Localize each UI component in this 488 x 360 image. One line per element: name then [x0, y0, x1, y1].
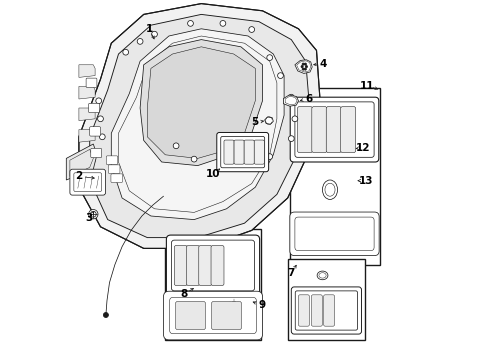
FancyBboxPatch shape	[86, 78, 97, 87]
FancyBboxPatch shape	[311, 107, 326, 153]
Circle shape	[151, 31, 157, 37]
FancyBboxPatch shape	[254, 140, 264, 164]
Text: 1: 1	[145, 24, 152, 34]
FancyBboxPatch shape	[163, 291, 262, 340]
Ellipse shape	[322, 180, 337, 199]
FancyBboxPatch shape	[199, 246, 211, 285]
FancyBboxPatch shape	[108, 165, 120, 174]
FancyBboxPatch shape	[111, 174, 122, 183]
Polygon shape	[79, 86, 95, 99]
Text: 8: 8	[180, 289, 187, 300]
Text: 5: 5	[251, 117, 258, 127]
Bar	[165, 229, 260, 340]
Circle shape	[98, 116, 103, 122]
Text: 2: 2	[75, 171, 82, 181]
Text: 11: 11	[359, 81, 373, 91]
FancyBboxPatch shape	[311, 295, 322, 326]
Text: 4: 4	[319, 59, 326, 69]
FancyBboxPatch shape	[166, 235, 259, 296]
Circle shape	[301, 66, 303, 68]
FancyBboxPatch shape	[88, 103, 99, 113]
FancyBboxPatch shape	[70, 169, 105, 195]
Ellipse shape	[317, 271, 327, 280]
FancyBboxPatch shape	[216, 132, 268, 172]
Circle shape	[173, 143, 179, 149]
Polygon shape	[264, 117, 273, 124]
Polygon shape	[79, 4, 320, 248]
Text: 9: 9	[258, 300, 265, 310]
FancyBboxPatch shape	[244, 140, 254, 164]
Circle shape	[248, 161, 254, 167]
FancyBboxPatch shape	[325, 107, 341, 153]
FancyBboxPatch shape	[106, 156, 118, 165]
FancyBboxPatch shape	[323, 295, 334, 326]
FancyBboxPatch shape	[211, 301, 241, 330]
Polygon shape	[283, 95, 298, 106]
Circle shape	[266, 154, 272, 159]
Text: 10: 10	[206, 168, 221, 179]
Circle shape	[288, 94, 294, 100]
Circle shape	[288, 136, 294, 141]
Circle shape	[302, 68, 304, 70]
Circle shape	[99, 134, 105, 140]
FancyBboxPatch shape	[92, 170, 103, 179]
FancyBboxPatch shape	[224, 140, 234, 164]
Polygon shape	[111, 29, 284, 220]
Circle shape	[191, 156, 197, 162]
Polygon shape	[79, 151, 95, 164]
Circle shape	[88, 210, 98, 219]
FancyBboxPatch shape	[289, 212, 378, 256]
Polygon shape	[89, 14, 309, 238]
FancyBboxPatch shape	[91, 148, 102, 158]
FancyBboxPatch shape	[211, 246, 224, 285]
FancyBboxPatch shape	[186, 246, 199, 285]
Polygon shape	[79, 130, 95, 142]
FancyBboxPatch shape	[297, 107, 312, 153]
Circle shape	[103, 312, 108, 318]
FancyBboxPatch shape	[89, 127, 101, 136]
Polygon shape	[79, 65, 95, 77]
Circle shape	[248, 27, 254, 32]
FancyBboxPatch shape	[340, 107, 355, 153]
FancyBboxPatch shape	[174, 246, 187, 285]
Text: 13: 13	[358, 176, 373, 186]
Polygon shape	[79, 173, 95, 185]
FancyBboxPatch shape	[234, 140, 244, 164]
Circle shape	[304, 68, 306, 70]
Circle shape	[96, 98, 102, 104]
Circle shape	[305, 66, 307, 68]
FancyBboxPatch shape	[298, 295, 309, 326]
Circle shape	[220, 163, 225, 169]
Text: 6: 6	[305, 94, 311, 104]
Bar	[289, 88, 379, 265]
Polygon shape	[140, 40, 262, 166]
Polygon shape	[66, 144, 97, 180]
Circle shape	[302, 63, 304, 65]
Text: 3: 3	[85, 213, 92, 223]
FancyBboxPatch shape	[175, 301, 205, 330]
Circle shape	[122, 49, 128, 55]
FancyBboxPatch shape	[289, 97, 378, 162]
Circle shape	[266, 55, 272, 60]
Text: 7: 7	[287, 268, 294, 278]
Polygon shape	[294, 60, 311, 73]
Polygon shape	[147, 47, 255, 158]
Circle shape	[291, 116, 297, 122]
Circle shape	[304, 63, 306, 65]
Ellipse shape	[228, 300, 239, 309]
Bar	[287, 259, 365, 340]
FancyBboxPatch shape	[291, 287, 361, 334]
Text: 12: 12	[355, 143, 370, 153]
Circle shape	[277, 73, 283, 78]
Polygon shape	[79, 108, 95, 121]
Circle shape	[137, 39, 142, 44]
Circle shape	[220, 21, 225, 26]
Circle shape	[187, 21, 193, 26]
